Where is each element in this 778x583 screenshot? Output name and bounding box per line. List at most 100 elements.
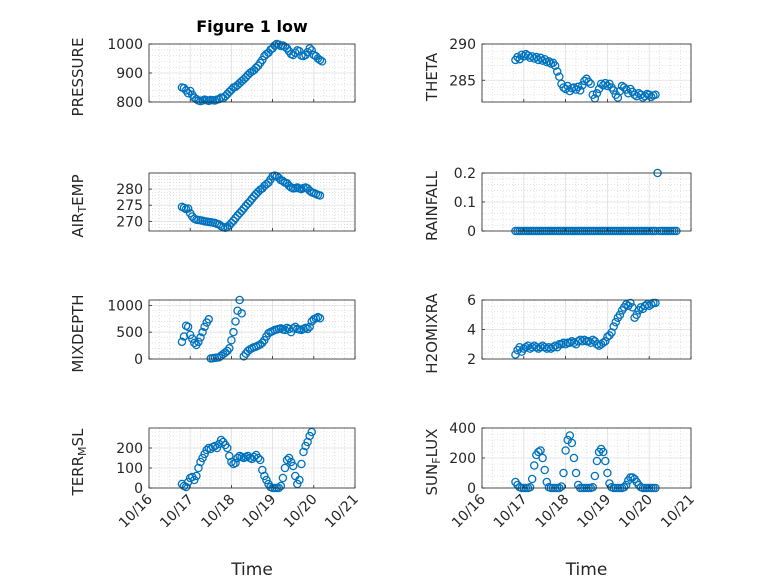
y-axis-label: TERRMSL: [69, 428, 89, 497]
data-point: [603, 468, 612, 478]
data-point: [231, 317, 240, 326]
data-point: [592, 89, 602, 98]
x-axis-label: Time: [565, 560, 608, 580]
data-point: [559, 83, 568, 92]
y-tick-label: 0: [134, 481, 143, 497]
data-point: [544, 342, 554, 352]
data-point: [530, 54, 539, 63]
data-point: [237, 206, 246, 216]
data-point: [284, 453, 294, 463]
data-point: [550, 341, 560, 350]
data-point: [216, 435, 226, 445]
data-point: [278, 473, 288, 483]
data-point: [550, 61, 560, 71]
data-point: [282, 455, 292, 465]
data-point: [295, 475, 304, 485]
data-point: [305, 322, 314, 332]
data-point: [262, 475, 271, 485]
data-point: [538, 56, 547, 65]
axes-frame: [148, 427, 356, 489]
data-point: [592, 339, 602, 349]
data-point: [315, 191, 325, 200]
data-point: [519, 52, 529, 61]
data-point: [559, 338, 568, 348]
y-axis-label: RAINFALL: [423, 170, 441, 241]
data-point: [601, 456, 610, 466]
data-point: [573, 337, 583, 346]
data-point: [567, 438, 577, 448]
data-point: [270, 41, 279, 50]
data-point: [307, 46, 316, 55]
data-point: [276, 481, 286, 491]
data-point: [559, 468, 568, 478]
data-point: [196, 457, 205, 467]
data-point: [317, 57, 327, 66]
y-tick-label: 800: [116, 95, 143, 111]
data-point: [192, 94, 201, 104]
data-point: [229, 216, 238, 225]
y-axis-label: MIXDEPTH: [69, 294, 87, 372]
data-point: [183, 322, 193, 332]
data-point: [260, 471, 269, 481]
data-point: [609, 86, 618, 95]
data-point: [262, 180, 271, 189]
data-point: [640, 91, 650, 101]
data-point: [557, 339, 566, 349]
y-tick-label: 200: [116, 441, 143, 457]
data-point: [513, 52, 522, 62]
data-point: [647, 300, 656, 309]
data-point: [239, 204, 249, 213]
data-point: [286, 457, 296, 467]
data-point: [540, 342, 549, 352]
y-tick-label: 290: [449, 37, 476, 53]
data-point: [557, 482, 566, 491]
data-series: [177, 171, 325, 233]
data-point: [538, 453, 547, 463]
y-tick-label: 1000: [107, 37, 143, 53]
y-tick-label: 4: [467, 323, 476, 339]
data-point: [227, 335, 236, 345]
data-point: [624, 89, 633, 98]
data-series: [177, 39, 327, 106]
y-tick-label: 0.1: [454, 195, 476, 211]
data-point: [235, 209, 244, 218]
data-point: [301, 441, 310, 451]
data-point: [584, 337, 593, 346]
data-point: [642, 300, 652, 309]
data-point: [200, 322, 209, 332]
y-tick-label: 0.2: [454, 166, 476, 182]
data-point: [527, 342, 537, 352]
data-point: [552, 67, 562, 76]
data-point: [303, 324, 312, 334]
subplot-6: 2 4 6 H2OMIXRA: [423, 293, 692, 374]
data-point: [225, 344, 234, 353]
y-tick-label: 0: [134, 352, 143, 368]
data-point: [177, 337, 187, 347]
data-point: [647, 92, 656, 102]
data-point: [601, 337, 610, 346]
x-axis-label: Time: [230, 560, 273, 580]
data-point: [223, 443, 232, 453]
y-tick-label: 100: [116, 461, 143, 477]
data-point: [255, 455, 265, 465]
data-point: [569, 453, 579, 463]
data-point: [245, 197, 255, 206]
data-point: [575, 335, 585, 345]
data-point: [607, 328, 616, 337]
data-point: [542, 344, 552, 353]
subplot-5: 0 500 1000 MIXDEPTH: [69, 294, 356, 373]
data-point: [198, 327, 207, 337]
data-point: [527, 52, 537, 61]
axes-frame: [148, 299, 356, 360]
data-point: [651, 90, 660, 100]
data-point: [305, 431, 314, 441]
data-point: [181, 482, 191, 492]
data-point: [247, 194, 257, 204]
data-point: [227, 218, 236, 228]
data-point: [542, 477, 552, 487]
data-point: [615, 310, 625, 319]
data-point: [210, 441, 220, 451]
data-point: [280, 463, 290, 473]
axes-frame: [148, 172, 356, 232]
y-tick-label: 1000: [107, 298, 143, 314]
